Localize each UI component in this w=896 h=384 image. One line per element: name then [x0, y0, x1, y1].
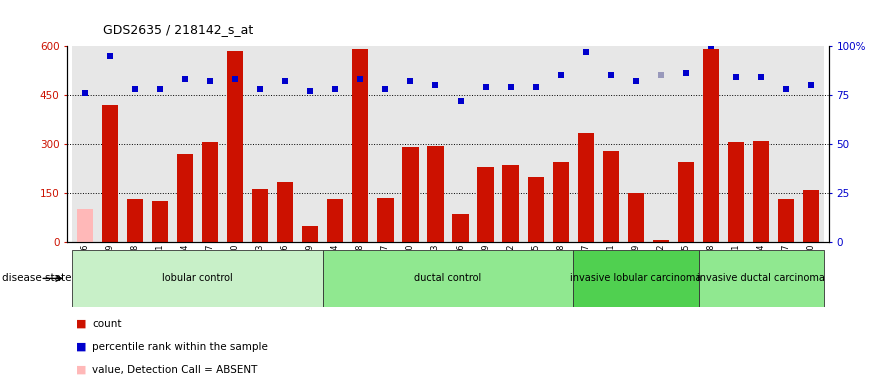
Bar — [778, 200, 795, 242]
Bar — [402, 147, 418, 242]
Text: ■: ■ — [76, 319, 87, 329]
Bar — [448, 46, 473, 242]
Bar — [73, 250, 323, 307]
Text: ■: ■ — [76, 342, 87, 352]
Bar — [473, 46, 498, 242]
Text: disease state: disease state — [2, 273, 72, 283]
Text: count: count — [92, 319, 122, 329]
Bar — [123, 46, 147, 242]
Bar — [649, 46, 674, 242]
Bar — [628, 193, 644, 242]
Bar — [151, 201, 168, 242]
Bar — [172, 46, 197, 242]
Text: ductal control: ductal control — [414, 273, 482, 283]
Bar — [699, 250, 823, 307]
Bar — [528, 177, 544, 242]
Bar — [126, 200, 143, 242]
Bar — [272, 46, 297, 242]
Bar — [452, 214, 469, 242]
Bar — [653, 240, 669, 242]
Bar — [73, 46, 98, 242]
Bar — [247, 46, 272, 242]
Bar — [252, 189, 268, 242]
Bar — [798, 46, 823, 242]
Bar — [803, 190, 820, 242]
Bar — [728, 142, 745, 242]
Bar — [352, 50, 368, 242]
Bar — [548, 46, 573, 242]
Text: invasive lobular carcinoma: invasive lobular carcinoma — [570, 273, 702, 283]
Bar — [277, 182, 293, 242]
Bar — [227, 51, 243, 242]
Bar — [523, 46, 548, 242]
Bar — [773, 46, 798, 242]
Bar — [599, 46, 624, 242]
Bar — [603, 151, 619, 242]
Bar — [702, 49, 719, 242]
Bar — [323, 250, 573, 307]
Text: GDS2635 / 218142_s_at: GDS2635 / 218142_s_at — [103, 23, 254, 36]
Bar — [373, 46, 398, 242]
Text: percentile rank within the sample: percentile rank within the sample — [92, 342, 268, 352]
Text: invasive ductal carcinoma: invasive ductal carcinoma — [697, 273, 825, 283]
Bar — [98, 46, 123, 242]
Bar — [147, 46, 172, 242]
Bar — [423, 46, 448, 242]
Text: value, Detection Call = ABSENT: value, Detection Call = ABSENT — [92, 365, 258, 375]
Bar — [699, 46, 724, 242]
Bar — [674, 46, 699, 242]
Bar — [202, 142, 218, 242]
Bar — [197, 46, 222, 242]
Bar — [498, 46, 523, 242]
Bar — [377, 198, 393, 242]
Bar — [348, 46, 373, 242]
Bar — [478, 167, 494, 242]
Bar — [398, 46, 423, 242]
Bar — [753, 141, 770, 242]
Bar — [578, 132, 594, 242]
Bar — [624, 46, 649, 242]
Bar — [177, 154, 194, 242]
Bar — [302, 226, 318, 242]
Bar — [323, 46, 348, 242]
Bar — [553, 162, 569, 242]
Bar — [327, 200, 343, 242]
Bar — [101, 105, 118, 242]
Text: lobular control: lobular control — [162, 273, 233, 283]
Bar — [503, 165, 519, 242]
Bar — [76, 209, 93, 242]
Bar — [678, 162, 694, 242]
Bar — [222, 46, 247, 242]
Text: ■: ■ — [76, 365, 87, 375]
Bar — [573, 250, 699, 307]
Bar — [749, 46, 773, 242]
Bar — [724, 46, 749, 242]
Bar — [573, 46, 599, 242]
Bar — [297, 46, 323, 242]
Bar — [427, 146, 444, 242]
